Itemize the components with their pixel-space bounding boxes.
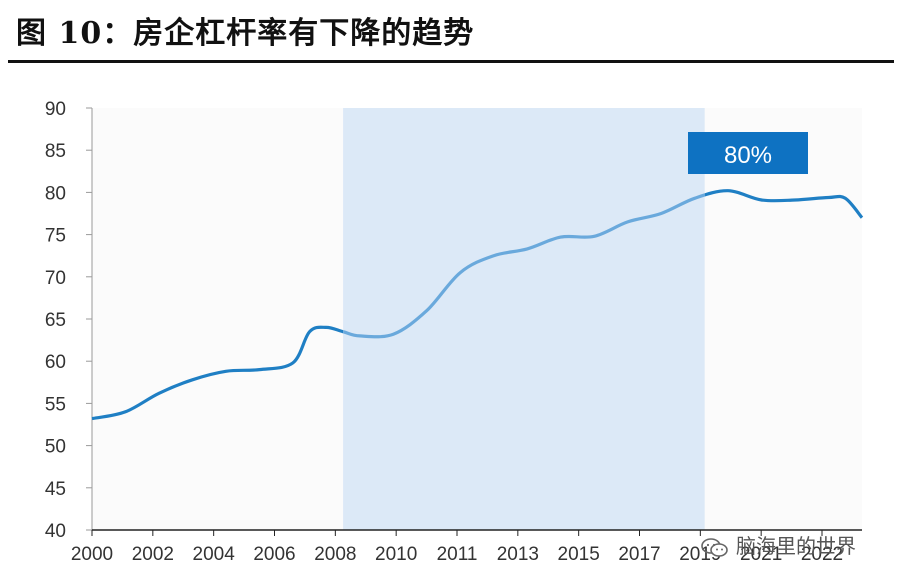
x-tick-label: 2004 bbox=[193, 544, 236, 565]
x-tick-label: 2013 bbox=[497, 544, 539, 565]
page-title: 图 10：房企杠杆率有下降的趋势 bbox=[16, 16, 475, 51]
x-tick-label: 2015 bbox=[558, 544, 600, 565]
shaded-region bbox=[343, 108, 705, 530]
y-tick-label: 60 bbox=[45, 352, 66, 373]
y-tick-label: 75 bbox=[45, 226, 66, 247]
x-tick-label: 2022 bbox=[801, 544, 843, 565]
x-tick-label: 2010 bbox=[375, 544, 417, 565]
y-tick-label: 45 bbox=[45, 479, 66, 500]
y-tick-label: 40 bbox=[45, 521, 66, 542]
watermark: 脑海里的世界 bbox=[700, 530, 856, 559]
annotation-label: 80% bbox=[724, 142, 772, 169]
annotation-box bbox=[688, 132, 808, 174]
x-tick-label: 2017 bbox=[618, 544, 660, 565]
x-tick-label: 2002 bbox=[132, 544, 174, 565]
y-tick-label: 90 bbox=[45, 99, 66, 120]
title-divider bbox=[8, 60, 894, 63]
y-tick-label: 85 bbox=[45, 141, 66, 162]
series-line bbox=[91, 325, 344, 421]
y-tick-label: 80 bbox=[45, 183, 66, 204]
series-line bbox=[704, 189, 864, 219]
watermark-text: 脑海里的世界 bbox=[736, 534, 856, 558]
y-tick-label: 70 bbox=[45, 268, 66, 289]
y-tick-label: 65 bbox=[45, 310, 66, 331]
x-tick-label: 2011 bbox=[437, 544, 478, 565]
wechat-icon bbox=[700, 537, 730, 559]
x-tick-label: 2008 bbox=[314, 544, 356, 565]
y-tick-label: 50 bbox=[45, 437, 66, 458]
x-tick-label: 2006 bbox=[253, 544, 295, 565]
x-tick-label: 2021 bbox=[740, 544, 782, 565]
series-line-highlight bbox=[343, 193, 705, 339]
x-tick-label: 2000 bbox=[71, 544, 113, 565]
y-tick-label: 55 bbox=[45, 394, 66, 415]
